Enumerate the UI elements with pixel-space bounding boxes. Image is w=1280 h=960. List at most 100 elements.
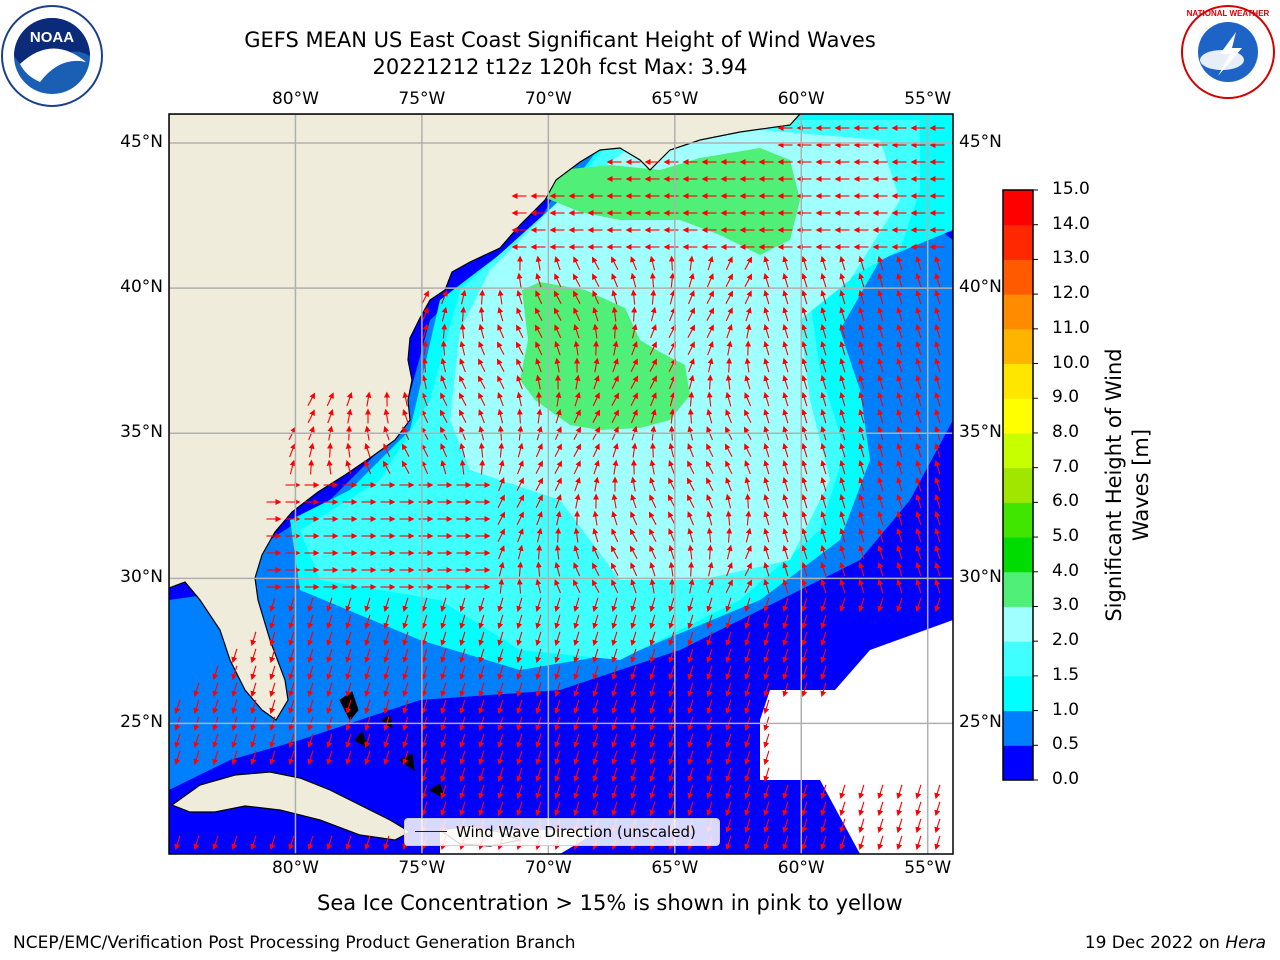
wave-direction-arrow bbox=[383, 614, 390, 630]
wave-direction-arrow bbox=[707, 341, 714, 356]
colorbar-segment bbox=[1003, 537, 1033, 573]
wave-direction-arrow bbox=[326, 631, 333, 647]
wave-direction-arrow bbox=[915, 493, 922, 509]
wave-direction-arrow bbox=[497, 425, 504, 441]
wave-direction-arrow bbox=[592, 306, 599, 322]
wave-direction-arrow bbox=[649, 614, 656, 630]
wave-direction-arrow bbox=[668, 255, 675, 271]
wave-direction-arrow bbox=[421, 614, 428, 630]
wave-direction-arrow bbox=[364, 699, 371, 715]
wave-direction-arrow bbox=[592, 665, 599, 681]
wave-direction-arrow bbox=[688, 272, 695, 288]
wave-direction-arrow bbox=[763, 818, 770, 834]
wave-direction-arrow bbox=[839, 289, 846, 305]
wave-direction-arrow bbox=[573, 562, 581, 577]
wave-direction-arrow bbox=[688, 358, 695, 373]
wave-direction-arrow bbox=[574, 493, 581, 509]
wave-direction-arrow bbox=[706, 307, 715, 321]
wave-direction-arrow bbox=[839, 544, 846, 560]
wave-direction-arrow bbox=[706, 426, 714, 441]
wave-direction-arrow bbox=[231, 835, 238, 851]
wave-direction-arrow bbox=[516, 631, 523, 647]
wave-direction-arrow bbox=[288, 597, 295, 613]
wave-direction-arrow bbox=[439, 409, 448, 423]
wave-direction-arrow bbox=[289, 459, 296, 475]
wave-direction-arrow bbox=[839, 818, 846, 834]
wave-direction-arrow bbox=[688, 374, 695, 390]
wave-direction-arrow bbox=[289, 443, 296, 458]
wave-direction-arrow bbox=[364, 597, 371, 613]
wave-direction-arrow bbox=[401, 460, 410, 474]
wave-direction-arrow bbox=[327, 409, 334, 424]
wave-direction-arrow bbox=[554, 340, 561, 356]
wave-direction-arrow bbox=[459, 733, 466, 749]
wave-direction-arrow bbox=[934, 476, 941, 492]
wave-direction-arrow bbox=[915, 561, 922, 577]
wave-direction-arrow bbox=[668, 784, 675, 800]
wave-direction-arrow bbox=[534, 307, 543, 321]
wave-direction-arrow bbox=[877, 801, 884, 817]
wave-direction-arrow bbox=[801, 801, 808, 817]
wave-direction-arrow bbox=[725, 750, 732, 766]
wave-direction-arrow bbox=[706, 733, 713, 749]
colorbar-tick-label: 5.0 bbox=[1052, 526, 1080, 547]
wave-direction-arrow bbox=[516, 597, 523, 613]
wave-direction-arrow bbox=[820, 255, 827, 271]
wave-direction-arrow bbox=[782, 578, 789, 594]
wave-direction-arrow bbox=[307, 733, 314, 749]
wave-direction-arrow bbox=[877, 527, 884, 543]
wave-direction-arrow bbox=[687, 511, 695, 526]
wave-direction-arrow bbox=[592, 443, 600, 458]
wave-direction-arrow bbox=[687, 784, 694, 800]
wave-direction-arrow bbox=[820, 408, 827, 424]
map-gridlines bbox=[169, 114, 953, 854]
wave-direction-arrow bbox=[858, 578, 865, 594]
lon-label-top: 55°W bbox=[904, 89, 952, 109]
wave-direction-arrow bbox=[707, 255, 714, 271]
wave-direction-arrow bbox=[497, 392, 504, 407]
wave-direction-arrow bbox=[820, 597, 827, 613]
wave-direction-arrow bbox=[649, 272, 656, 288]
wave-direction-arrow bbox=[611, 682, 618, 698]
wave-direction-arrow bbox=[478, 323, 485, 339]
wave-direction-arrow bbox=[421, 374, 428, 390]
wave-direction-arrow bbox=[630, 665, 637, 681]
wave-direction-arrow bbox=[687, 665, 694, 681]
wave-direction-arrow bbox=[498, 578, 505, 594]
wave-direction-arrow bbox=[896, 544, 903, 560]
wave-direction-arrow bbox=[763, 631, 770, 647]
wave-direction-arrow bbox=[212, 682, 219, 698]
footer-left: NCEP/EMC/Verification Post Processing Pr… bbox=[13, 933, 576, 953]
wave-direction-arrow bbox=[706, 614, 713, 630]
wave-direction-arrow bbox=[630, 392, 638, 407]
wave-direction-arrow bbox=[288, 699, 295, 715]
wave-direction-arrow bbox=[611, 528, 619, 543]
wave-direction-arrow bbox=[402, 733, 409, 749]
wave-direction-arrow bbox=[459, 665, 466, 681]
wave-direction-arrow bbox=[782, 255, 789, 271]
wave-direction-arrow bbox=[650, 306, 657, 322]
colorbar-segment bbox=[1003, 606, 1033, 642]
wave-direction-arrow bbox=[877, 340, 884, 356]
wave-direction-arrow bbox=[915, 425, 922, 441]
wave-direction-arrow bbox=[801, 357, 808, 373]
wave-direction-arrow bbox=[231, 648, 238, 664]
wave-direction-arrow bbox=[649, 341, 657, 356]
wave-direction-arrow bbox=[629, 528, 638, 542]
wave-direction-arrow bbox=[630, 767, 637, 783]
wave-direction-arrow bbox=[744, 818, 751, 834]
wave-direction-arrow bbox=[896, 323, 903, 339]
wave-direction-arrow bbox=[915, 578, 922, 594]
wave-direction-arrow bbox=[688, 561, 695, 577]
map-frame bbox=[168, 113, 954, 855]
wave-direction-arrow bbox=[820, 561, 827, 577]
wave-direction-arrow bbox=[535, 801, 542, 817]
wave-direction-arrow bbox=[649, 392, 657, 407]
wave-direction-arrow bbox=[707, 374, 714, 390]
wave-direction-arrow bbox=[725, 409, 733, 424]
wave-direction-arrow bbox=[269, 733, 276, 749]
wave-direction-arrow bbox=[630, 784, 637, 800]
wave-direction-arrow bbox=[516, 733, 523, 749]
wave-direction-arrow bbox=[516, 767, 523, 783]
wave-direction-arrow bbox=[688, 578, 695, 594]
